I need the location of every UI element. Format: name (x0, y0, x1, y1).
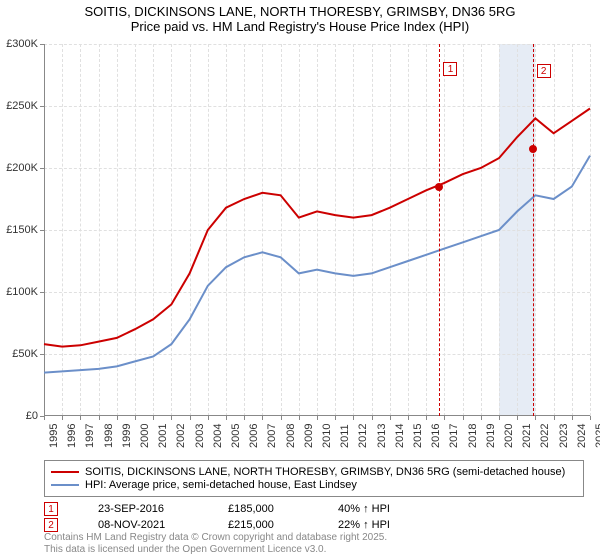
x-axis-label: 2006 (248, 424, 260, 448)
x-axis-label: 2002 (175, 424, 187, 448)
y-axis-label: £200K (6, 162, 38, 174)
legend-item: HPI: Average price, semi-detached house,… (51, 479, 577, 491)
marker-line (439, 44, 440, 416)
y-axis-label: £50K (12, 348, 38, 360)
x-axis-label: 2004 (212, 424, 224, 448)
callout-date: 23-SEP-2016 (98, 503, 228, 515)
callout-price: £215,000 (228, 519, 338, 531)
x-axis-label: 1996 (66, 424, 78, 448)
x-axis-label: 2022 (539, 424, 551, 448)
chart-title-line1: SOITIS, DICKINSONS LANE, NORTH THORESBY,… (0, 0, 600, 19)
y-axis-label: £250K (6, 100, 38, 112)
x-axis-label: 2013 (376, 424, 388, 448)
footer-attribution: Contains HM Land Registry data © Crown c… (44, 532, 387, 556)
footer-line1: Contains HM Land Registry data © Crown c… (44, 532, 387, 544)
callout-row: 2 08-NOV-2021 £215,000 22% ↑ HPI (44, 518, 458, 532)
x-axis-label: 2009 (303, 424, 315, 448)
x-axis-label: 2001 (157, 424, 169, 448)
chart-title-line2: Price paid vs. HM Land Registry's House … (0, 19, 600, 38)
callout-price: £185,000 (228, 503, 338, 515)
x-axis-label: 2018 (467, 424, 479, 448)
callout-marker-icon: 1 (44, 502, 58, 516)
x-axis-label: 2011 (339, 424, 351, 448)
x-axis-label: 2020 (503, 424, 515, 448)
callout-marker-icon: 2 (44, 518, 58, 532)
legend-swatch (51, 471, 79, 473)
x-axis-label: 2005 (230, 424, 242, 448)
callout-row: 1 23-SEP-2016 £185,000 40% ↑ HPI (44, 502, 458, 516)
marker-line (533, 44, 534, 416)
y-axis-label: £150K (6, 224, 38, 236)
y-axis-label: £300K (6, 38, 38, 50)
x-axis-label: 2010 (321, 424, 333, 448)
callout-pct: 22% ↑ HPI (338, 519, 458, 531)
x-axis: 1995 1996 1997 1998 1999 2000 2001 2002 2003 2004… (44, 418, 590, 458)
x-axis-label: 2012 (357, 424, 369, 448)
x-axis-label: 2014 (394, 424, 406, 448)
x-axis-label: 2019 (485, 424, 497, 448)
series-line-hpi (44, 156, 590, 373)
x-axis-label: 2025 (594, 424, 600, 448)
chart-lines-svg (44, 44, 590, 416)
x-axis-label: 1995 (48, 424, 60, 448)
marker-box-icon: 1 (443, 62, 457, 76)
x-axis-label: 2007 (266, 424, 278, 448)
x-axis-label: 2000 (139, 424, 151, 448)
y-axis-label: £0 (26, 410, 38, 422)
x-axis-label: 2003 (194, 424, 206, 448)
marker-box-icon: 2 (537, 64, 551, 78)
x-axis-label: 1997 (84, 424, 96, 448)
x-axis-label: 1998 (103, 424, 115, 448)
x-axis-label: 2015 (412, 424, 424, 448)
legend-swatch (51, 484, 79, 486)
callout-pct: 40% ↑ HPI (338, 503, 458, 515)
y-axis: £0£50K£100K£150K£200K£250K£300K (0, 44, 40, 416)
marker-dot (529, 145, 537, 153)
footer-line2: This data is licensed under the Open Gov… (44, 544, 387, 556)
callout-date: 08-NOV-2021 (98, 519, 228, 531)
series-line-property (44, 109, 590, 347)
x-axis-label: 1999 (121, 424, 133, 448)
legend-label: HPI: Average price, semi-detached house,… (85, 479, 357, 491)
x-axis-label: 2016 (430, 424, 442, 448)
callout-table: 1 23-SEP-2016 £185,000 40% ↑ HPI 2 08-NO… (44, 500, 458, 534)
x-axis-label: 2021 (521, 424, 533, 448)
x-axis-label: 2024 (576, 424, 588, 448)
y-axis-label: £100K (6, 286, 38, 298)
x-axis-label: 2017 (448, 424, 460, 448)
legend-item: SOITIS, DICKINSONS LANE, NORTH THORESBY,… (51, 466, 577, 478)
marker-dot (435, 183, 443, 191)
x-axis-label: 2023 (558, 424, 570, 448)
x-axis-label: 2008 (285, 424, 297, 448)
legend-label: SOITIS, DICKINSONS LANE, NORTH THORESBY,… (85, 466, 565, 478)
legend: SOITIS, DICKINSONS LANE, NORTH THORESBY,… (44, 460, 584, 497)
chart-plot-area: 12 (44, 44, 590, 416)
